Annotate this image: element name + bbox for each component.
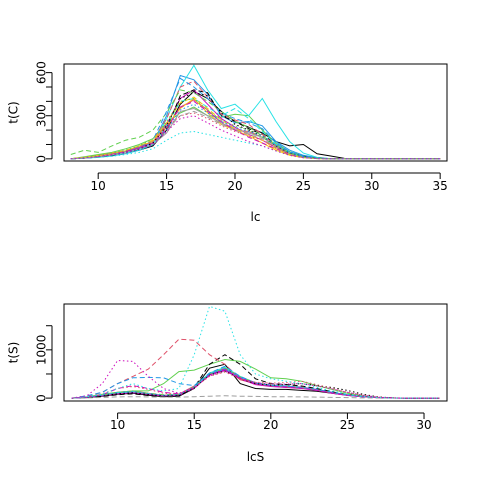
x-tick-label: 20	[263, 418, 278, 432]
y-tick-label: 0	[35, 155, 49, 163]
plot-frame	[63, 303, 448, 402]
series-group	[70, 64, 441, 160]
x-axis-label: lcS	[247, 450, 265, 464]
y-axis-label: t(S)	[7, 342, 21, 364]
x-tick-label: 25	[296, 179, 311, 193]
series-line-6	[71, 354, 440, 399]
y-tick-label: 600	[35, 61, 49, 84]
series-line-18	[70, 97, 441, 160]
series-line-12	[71, 370, 440, 399]
series-line-21	[70, 115, 441, 160]
series-line-13	[70, 100, 441, 160]
x-tick-label: 15	[159, 179, 174, 193]
y-tick-label: 300	[35, 104, 49, 127]
series-line-11	[70, 77, 441, 160]
series-line-4	[70, 64, 441, 160]
y-tick-label: 0	[35, 394, 49, 402]
x-tick-label: 10	[110, 418, 125, 432]
series-line-13	[71, 371, 440, 399]
series-group	[71, 305, 440, 399]
x-tick-label: 25	[340, 418, 355, 432]
y-axis-label: t(C)	[7, 101, 21, 123]
series-line-9	[70, 80, 441, 160]
x-tick-label: 20	[227, 179, 242, 193]
x-tick-label: 30	[416, 418, 431, 432]
series-line-15	[71, 305, 440, 399]
x-tick-label: 10	[91, 179, 106, 193]
series-line-11	[71, 395, 440, 399]
series-line-3	[70, 74, 441, 160]
y-tick-label: 1000	[35, 335, 49, 366]
x-tick-label: 15	[187, 418, 202, 432]
x-tick-label: 35	[433, 179, 448, 193]
x-axis-label: lc	[251, 210, 261, 224]
plot-frame	[63, 63, 448, 162]
top-panel: 10 15 20 25 30 35 0 300 600 lc t(C)	[7, 61, 448, 224]
bottom-panel: 10 15 20 25 30 0 1000 lcS t(S)	[7, 303, 448, 464]
x-tick-label: 30	[364, 179, 379, 193]
